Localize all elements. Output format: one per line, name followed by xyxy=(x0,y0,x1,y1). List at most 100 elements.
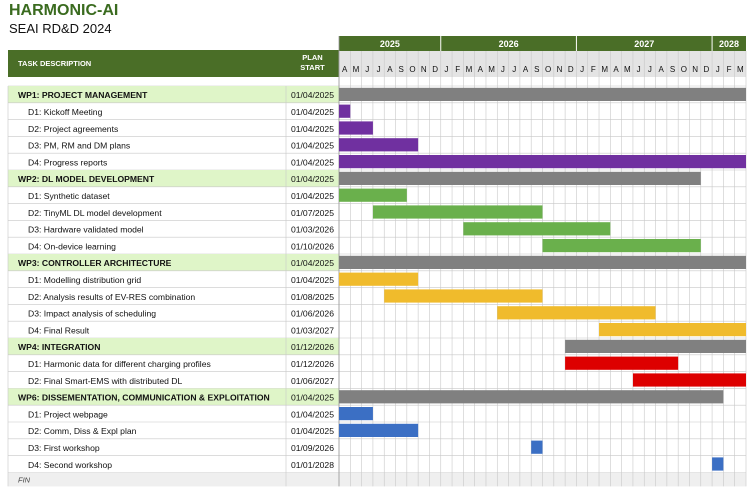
plan-start-date: 01/06/2026 xyxy=(291,309,334,319)
month-label: J xyxy=(365,65,369,74)
work-package-bar xyxy=(565,339,746,353)
deliverable-bar xyxy=(542,239,701,253)
wp-row-bg xyxy=(8,388,339,406)
work-package-label: WP3: CONTROLLER ARCHITECTURE xyxy=(18,258,172,268)
plan-start-date: 01/12/2026 xyxy=(291,359,334,369)
page-title: HARMONIC-AI xyxy=(9,2,119,19)
wp-row-bg xyxy=(8,254,339,271)
month-label: M xyxy=(466,65,473,74)
month-label: J xyxy=(637,65,641,74)
deliverable-label: D2: TinyML DL model development xyxy=(28,208,162,218)
footer-label: FIN xyxy=(18,475,31,484)
deliverable-bar xyxy=(599,323,746,337)
month-label: F xyxy=(727,65,732,74)
deliverable-label: D4: Final Result xyxy=(28,325,90,335)
deliverable-label: D4: Progress reports xyxy=(28,157,107,167)
plan-start-date: 01/04/2025 xyxy=(291,107,334,117)
deliverable-label: D3: Impact analysis of scheduling xyxy=(28,309,156,319)
month-label: S xyxy=(399,65,404,74)
plan-start-date: 01/04/2025 xyxy=(291,393,334,403)
month-label: N xyxy=(692,65,698,74)
work-package-bar xyxy=(339,171,701,185)
month-label: N xyxy=(421,65,427,74)
deliverable-label: D1: Modelling distribution grid xyxy=(28,275,141,285)
deliverable-bar xyxy=(384,289,543,303)
deliverable-bar xyxy=(463,222,611,236)
deliverable-label: D2: Final Smart-EMS with distributed DL xyxy=(28,376,182,386)
month-label: J xyxy=(377,65,381,74)
deliverable-label: D4: On-device learning xyxy=(28,241,116,251)
work-package-label: WP1: PROJECT MANAGEMENT xyxy=(18,90,148,100)
month-label: A xyxy=(659,65,665,74)
month-label: O xyxy=(409,65,415,74)
plan-start-date: 01/03/2027 xyxy=(291,325,334,335)
month-label: S xyxy=(534,65,539,74)
month-label: M xyxy=(601,65,608,74)
deliverable-bar xyxy=(339,155,746,169)
deliverable-label: D2: Analysis results of EV-RES combinati… xyxy=(28,292,195,302)
month-label: F xyxy=(455,65,460,74)
plan-start-date: 01/04/2025 xyxy=(291,90,334,100)
plan-start-date: 01/03/2026 xyxy=(291,225,334,235)
deliverable-label: D4: Second workshop xyxy=(28,460,112,470)
month-label: J xyxy=(512,65,516,74)
deliverable-label: D2: Comm, Diss & Expl plan xyxy=(28,426,137,436)
month-label: J xyxy=(580,65,584,74)
work-package-bar xyxy=(339,255,746,269)
month-label: F xyxy=(591,65,596,74)
deliverable-bar xyxy=(339,104,351,118)
year-label: 2026 xyxy=(499,39,519,49)
wp-row-bg xyxy=(8,170,339,187)
plan-start-date: 01/06/2027 xyxy=(291,376,334,386)
plan-start-date: 01/08/2025 xyxy=(291,292,334,302)
month-label: D xyxy=(704,65,710,74)
plan-start-date: 01/04/2025 xyxy=(291,191,334,201)
month-label: A xyxy=(613,65,619,74)
deliverable-bar xyxy=(339,272,419,286)
month-label: J xyxy=(716,65,720,74)
wp-row-bg xyxy=(8,338,339,355)
plan-start-date: 01/10/2026 xyxy=(291,241,334,251)
header-columns-bg xyxy=(8,50,339,77)
deliverable-bar xyxy=(339,121,373,135)
work-package-label: WP2: DL MODEL DEVELOPMENT xyxy=(18,174,155,184)
month-label: A xyxy=(387,65,393,74)
work-package-bar xyxy=(339,87,746,101)
wp-row-bg xyxy=(8,86,339,103)
deliverable-bar xyxy=(531,440,543,454)
month-label: O xyxy=(545,65,551,74)
work-package-label: WP4: INTEGRATION xyxy=(18,342,100,352)
deliverable-label: D3: First workshop xyxy=(28,443,100,453)
deliverable-bar xyxy=(339,407,373,421)
year-label: 2028 xyxy=(719,39,739,49)
plan-start-date: 01/04/2025 xyxy=(291,124,334,134)
page-subtitle: SEAI RD&D 2024 xyxy=(9,21,112,36)
deliverable-label: D1: Harmonic data for different charging… xyxy=(28,359,211,369)
deliverable-bar xyxy=(712,457,724,471)
work-package-label: WP6: DISSEMENTATION, COMMUNICATION & EXP… xyxy=(18,393,270,403)
year-label: 2027 xyxy=(634,39,654,49)
plan-start-date: 01/04/2025 xyxy=(291,157,334,167)
deliverable-bar xyxy=(632,373,746,387)
deliverable-bar xyxy=(372,205,543,219)
deliverable-bar xyxy=(339,138,419,152)
year-label: 2025 xyxy=(380,39,400,49)
month-label: A xyxy=(478,65,484,74)
column-header-task: TASK DESCRIPTION xyxy=(18,59,91,68)
year-band xyxy=(339,36,746,51)
deliverable-bar xyxy=(497,306,656,320)
plan-start-date: 01/04/2025 xyxy=(291,409,334,419)
month-label: N xyxy=(557,65,563,74)
month-label: M xyxy=(353,65,360,74)
month-label: J xyxy=(501,65,505,74)
month-label: O xyxy=(681,65,687,74)
month-label: D xyxy=(568,65,574,74)
deliverable-label: D1: Project webpage xyxy=(28,409,108,419)
plan-start-date: 01/12/2026 xyxy=(291,342,334,352)
deliverable-bar xyxy=(339,423,419,437)
deliverable-label: D1: Kickoff Meeting xyxy=(28,107,103,117)
plan-start-date: 01/07/2025 xyxy=(291,208,334,218)
deliverable-bar xyxy=(339,188,407,202)
